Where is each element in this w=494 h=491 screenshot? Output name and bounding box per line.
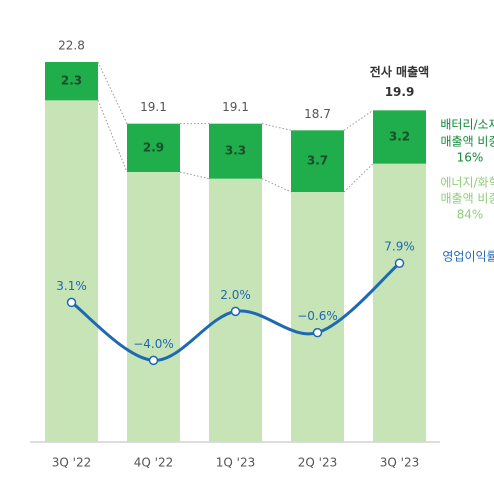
- connector: [261, 123, 292, 131]
- point: [394, 258, 405, 268]
- bar-segment: [45, 100, 98, 442]
- connector: [179, 171, 210, 180]
- point: [312, 327, 323, 338]
- value-label: −0.6%: [297, 309, 338, 323]
- x-tick-label: 1Q '23: [216, 456, 255, 470]
- annotation: 전사 매출액: [370, 64, 429, 79]
- connector: [97, 100, 128, 173]
- bar-segment: [127, 172, 180, 442]
- bar-segment: [45, 62, 98, 101]
- value-label: −4.0%: [133, 337, 174, 351]
- segment-label: 2.9: [143, 140, 164, 154]
- total-label: 19.9: [385, 85, 415, 99]
- legend-text: 배터리/소재: [440, 118, 494, 132]
- total-label: 22.8: [58, 39, 85, 53]
- bar-segment: [373, 163, 426, 442]
- total-label: 18.7: [304, 107, 331, 121]
- x-tick-label: 4Q '22: [134, 456, 173, 470]
- legend-text: 84%: [457, 208, 484, 222]
- legend-text: 에너지/화학: [440, 176, 494, 190]
- total-label: 19.1: [222, 100, 249, 114]
- value-label: 7.9%: [384, 240, 415, 254]
- total-label: 19.1: [140, 100, 167, 114]
- connector: [97, 61, 128, 124]
- value-label: 2.0%: [220, 288, 251, 302]
- bar-segment: [373, 110, 426, 164]
- connector: [343, 163, 374, 193]
- bar-segment: [291, 130, 344, 192]
- legend-text: 매출액 비중: [440, 135, 494, 149]
- point: [66, 297, 77, 308]
- legend-text: 16%: [457, 151, 484, 165]
- point: [148, 355, 159, 366]
- legend-text: 영업이익률: [442, 250, 494, 264]
- value-label: 3.1%: [56, 279, 87, 293]
- bar-segment: [209, 123, 262, 179]
- x-tick-label: 2Q '23: [298, 456, 337, 470]
- x-tick-label: 3Q '22: [52, 456, 91, 470]
- bar-segment: [127, 123, 180, 172]
- legend-text: 매출액 비중: [440, 192, 494, 206]
- segment-label: 3.7: [307, 154, 328, 168]
- connector: [343, 109, 374, 131]
- connector: [261, 178, 292, 193]
- point: [230, 306, 241, 317]
- segment-label: 3.2: [389, 130, 410, 144]
- segment-label: 3.3: [225, 144, 246, 158]
- x-tick-label: 3Q '23: [380, 456, 419, 470]
- bar-segment: [291, 192, 344, 442]
- segment-label: 2.3: [61, 74, 82, 88]
